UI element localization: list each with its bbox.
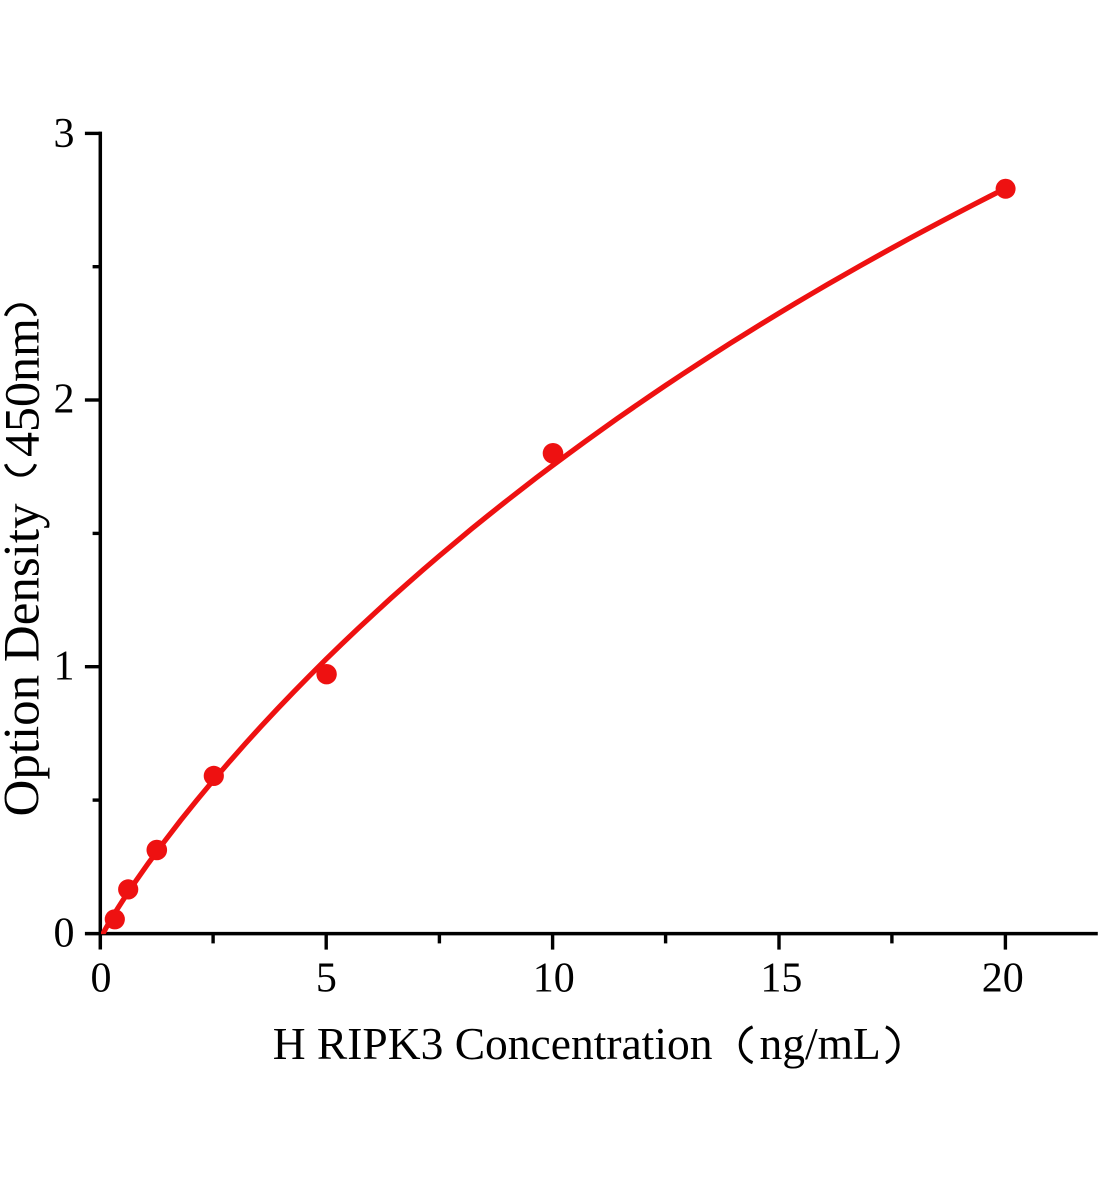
svg-text:3: 3 <box>54 111 75 157</box>
svg-text:0: 0 <box>91 955 112 1001</box>
svg-text:1: 1 <box>54 644 75 690</box>
svg-text:H RIPK3 Concentration: H RIPK3 Concentration <box>273 1018 713 1069</box>
svg-text:5: 5 <box>316 955 337 1001</box>
svg-text:Option Density: Option Density <box>0 503 51 817</box>
svg-text:450nm: 450nm <box>0 318 50 457</box>
svg-text:2: 2 <box>54 377 75 423</box>
svg-text:10: 10 <box>533 955 575 1001</box>
svg-text:0: 0 <box>54 911 75 957</box>
svg-text:20: 20 <box>982 955 1024 1001</box>
svg-text:ng/mL: ng/mL <box>760 1018 881 1069</box>
svg-text:15: 15 <box>760 955 802 1001</box>
